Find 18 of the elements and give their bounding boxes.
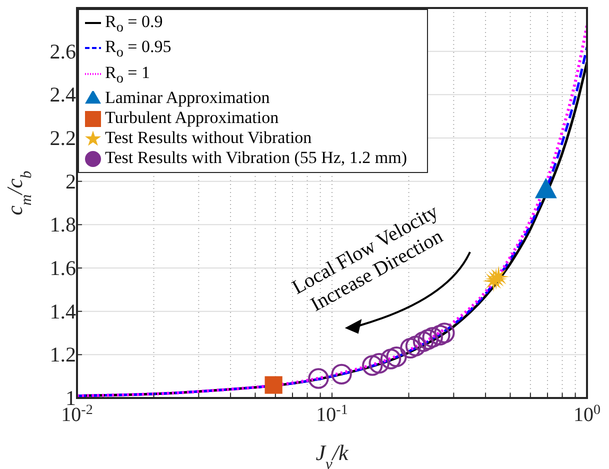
- legend-label: R$_{o}$ = 1: [105, 62, 150, 86]
- y-tick-label: 2.2: [50, 126, 76, 150]
- y-tick-label: 1.6: [50, 256, 76, 280]
- legend-label: R$_{o}$ = 0.9: [105, 12, 163, 36]
- legend-label: R$_{o}$ = 0.95: [105, 37, 172, 61]
- y-tick-label: 1.8: [50, 212, 76, 237]
- x-axis-title: J$_{v}$/k: [316, 440, 350, 469]
- legend-label: Test Results with Vibration (55 Hz, 1.2 mm): [105, 148, 408, 168]
- y-tick-label: 2.4: [50, 82, 76, 107]
- x-tick-label: 10$^{-1}$: [316, 402, 348, 426]
- legend-label: Turbulent Approximation: [105, 108, 279, 128]
- legend-label: Laminar Approximation: [105, 88, 270, 108]
- y-tick-label: 2: [66, 169, 76, 194]
- legend-label: Test Results without Vibration: [105, 128, 312, 148]
- y-tick-label: 1.2: [50, 342, 76, 367]
- y-tick-label: 1.4: [50, 299, 76, 324]
- x-tick-label: 10$^{0}$: [574, 402, 600, 426]
- y-tick-label: 2.6: [50, 39, 76, 64]
